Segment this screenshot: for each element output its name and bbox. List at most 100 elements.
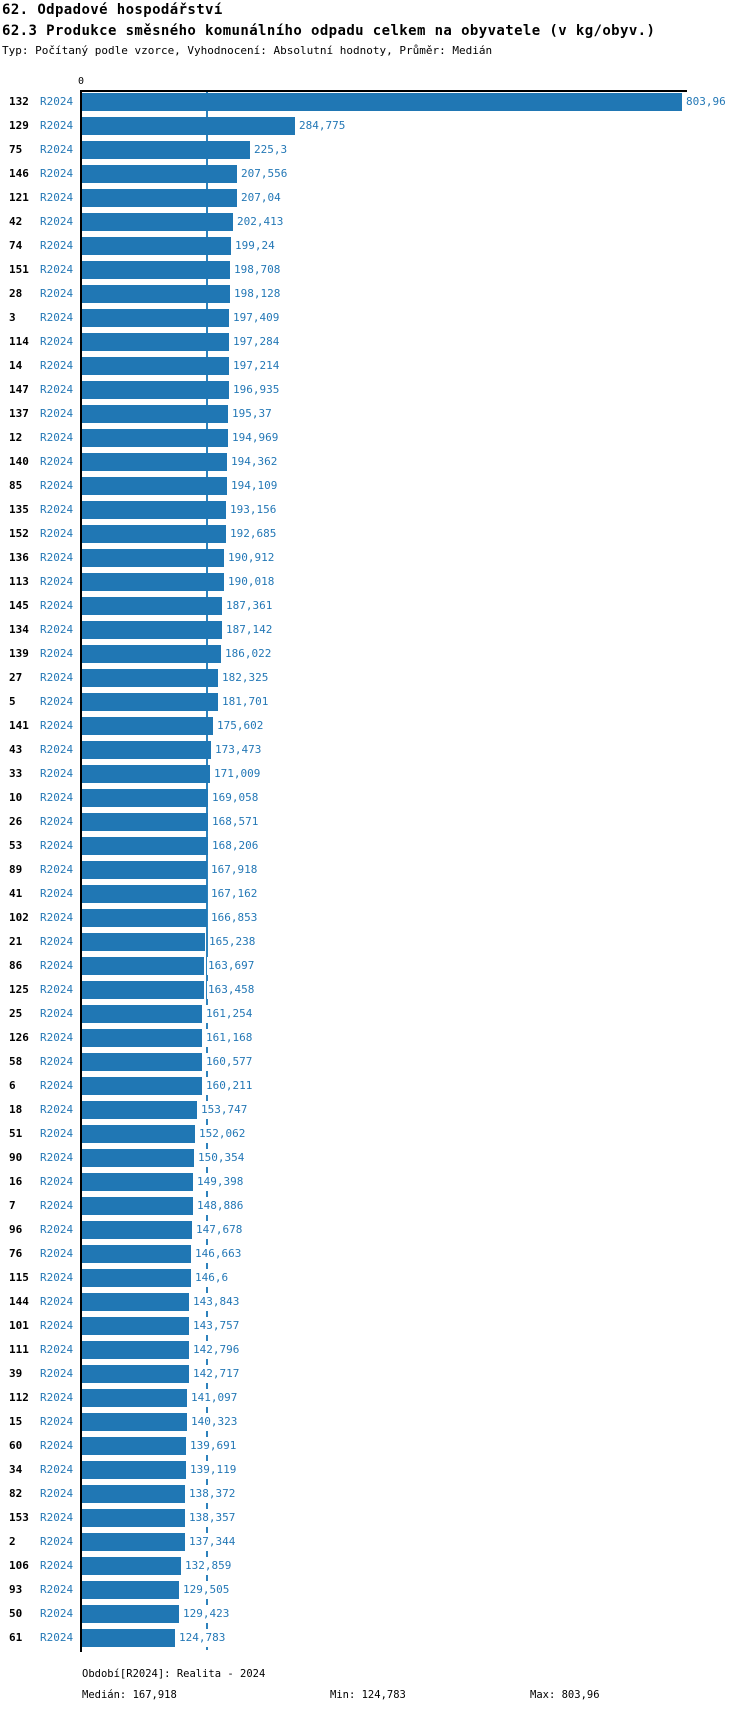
value-bar[interactable]: [82, 837, 208, 855]
period-link[interactable]: R2024: [40, 743, 74, 756]
value-bar[interactable]: [82, 1221, 192, 1239]
period-link[interactable]: R2024: [40, 1103, 74, 1116]
period-link[interactable]: R2024: [40, 95, 74, 108]
value-bar[interactable]: [82, 357, 229, 375]
value-bar[interactable]: [82, 765, 210, 783]
value-bar[interactable]: [82, 909, 207, 927]
period-link[interactable]: R2024: [40, 239, 74, 252]
value-bar[interactable]: [82, 1557, 181, 1575]
period-link[interactable]: R2024: [40, 695, 74, 708]
period-link[interactable]: R2024: [40, 935, 74, 948]
value-bar[interactable]: [82, 1341, 189, 1359]
period-link[interactable]: R2024: [40, 1391, 74, 1404]
value-bar[interactable]: [82, 141, 250, 159]
period-link[interactable]: R2024: [40, 815, 74, 828]
value-bar[interactable]: [82, 1437, 186, 1455]
value-bar[interactable]: [82, 237, 231, 255]
value-bar[interactable]: [82, 477, 227, 495]
value-bar[interactable]: [82, 621, 222, 639]
value-bar[interactable]: [82, 285, 230, 303]
value-bar[interactable]: [82, 213, 233, 231]
value-bar[interactable]: [82, 741, 211, 759]
period-link[interactable]: R2024: [40, 911, 74, 924]
value-bar[interactable]: [82, 93, 682, 111]
value-bar[interactable]: [82, 1509, 185, 1527]
period-link[interactable]: R2024: [40, 1535, 74, 1548]
value-bar[interactable]: [82, 1005, 202, 1023]
period-link[interactable]: R2024: [40, 1175, 74, 1188]
period-link[interactable]: R2024: [40, 1295, 74, 1308]
value-bar[interactable]: [82, 165, 237, 183]
period-link[interactable]: R2024: [40, 1127, 74, 1140]
value-bar[interactable]: [82, 1365, 189, 1383]
period-link[interactable]: R2024: [40, 407, 74, 420]
period-link[interactable]: R2024: [40, 383, 74, 396]
period-link[interactable]: R2024: [40, 551, 74, 564]
value-bar[interactable]: [82, 1245, 191, 1263]
value-bar[interactable]: [82, 597, 222, 615]
value-bar[interactable]: [82, 429, 228, 447]
period-link[interactable]: R2024: [40, 455, 74, 468]
value-bar[interactable]: [82, 117, 295, 135]
value-bar[interactable]: [82, 1029, 202, 1047]
value-bar[interactable]: [82, 1293, 189, 1311]
period-link[interactable]: R2024: [40, 1343, 74, 1356]
period-link[interactable]: R2024: [40, 335, 74, 348]
period-link[interactable]: R2024: [40, 1463, 74, 1476]
period-link[interactable]: R2024: [40, 1151, 74, 1164]
value-bar[interactable]: [82, 525, 226, 543]
period-link[interactable]: R2024: [40, 1583, 74, 1596]
period-link[interactable]: R2024: [40, 263, 74, 276]
period-link[interactable]: R2024: [40, 359, 74, 372]
period-link[interactable]: R2024: [40, 1367, 74, 1380]
value-bar[interactable]: [82, 645, 221, 663]
period-link[interactable]: R2024: [40, 1223, 74, 1236]
period-link[interactable]: R2024: [40, 1247, 74, 1260]
value-bar[interactable]: [82, 1101, 197, 1119]
value-bar[interactable]: [82, 1317, 189, 1335]
value-bar[interactable]: [82, 1173, 193, 1191]
period-link[interactable]: R2024: [40, 791, 74, 804]
period-link[interactable]: R2024: [40, 1487, 74, 1500]
period-link[interactable]: R2024: [40, 1319, 74, 1332]
period-link[interactable]: R2024: [40, 167, 74, 180]
period-link[interactable]: R2024: [40, 1271, 74, 1284]
period-link[interactable]: R2024: [40, 503, 74, 516]
period-link[interactable]: R2024: [40, 599, 74, 612]
value-bar[interactable]: [82, 453, 227, 471]
value-bar[interactable]: [82, 1533, 185, 1551]
period-link[interactable]: R2024: [40, 527, 74, 540]
period-link[interactable]: R2024: [40, 1199, 74, 1212]
period-link[interactable]: R2024: [40, 719, 74, 732]
period-link[interactable]: R2024: [40, 983, 74, 996]
value-bar[interactable]: [82, 1485, 185, 1503]
period-link[interactable]: R2024: [40, 191, 74, 204]
value-bar[interactable]: [82, 1125, 195, 1143]
value-bar[interactable]: [82, 573, 224, 591]
period-link[interactable]: R2024: [40, 1607, 74, 1620]
period-link[interactable]: R2024: [40, 215, 74, 228]
value-bar[interactable]: [82, 333, 229, 351]
period-link[interactable]: R2024: [40, 287, 74, 300]
value-bar[interactable]: [82, 1197, 193, 1215]
period-link[interactable]: R2024: [40, 1415, 74, 1428]
value-bar[interactable]: [82, 501, 226, 519]
value-bar[interactable]: [82, 717, 213, 735]
value-bar[interactable]: [82, 1581, 179, 1599]
period-link[interactable]: R2024: [40, 1631, 74, 1644]
value-bar[interactable]: [82, 789, 208, 807]
value-bar[interactable]: [82, 669, 218, 687]
value-bar[interactable]: [82, 813, 208, 831]
period-link[interactable]: R2024: [40, 647, 74, 660]
period-link[interactable]: R2024: [40, 1559, 74, 1572]
value-bar[interactable]: [82, 1413, 187, 1431]
period-link[interactable]: R2024: [40, 959, 74, 972]
value-bar[interactable]: [82, 189, 237, 207]
value-bar[interactable]: [82, 1149, 194, 1167]
period-link[interactable]: R2024: [40, 623, 74, 636]
value-bar[interactable]: [82, 1605, 179, 1623]
period-link[interactable]: R2024: [40, 1439, 74, 1452]
period-link[interactable]: R2024: [40, 479, 74, 492]
period-link[interactable]: R2024: [40, 1031, 74, 1044]
period-link[interactable]: R2024: [40, 311, 74, 324]
